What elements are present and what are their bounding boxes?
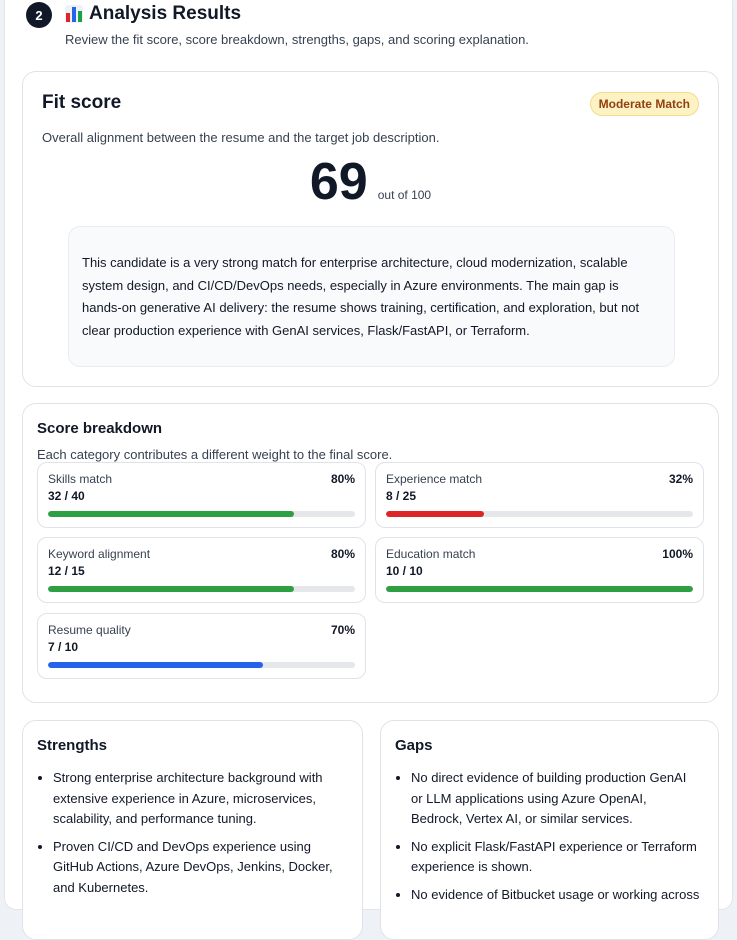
metric-percent: 32%	[668, 472, 693, 486]
score-metric-keyword-alignment: Keyword alignment 80% 12 / 15	[37, 537, 366, 603]
metric-label: Education match	[386, 547, 476, 561]
gap-item: No direct evidence of building productio…	[411, 768, 700, 830]
gap-item: No evidence of Bitbucket usage or workin…	[411, 885, 700, 906]
metric-label: Skills match	[48, 472, 113, 486]
metric-score: 7 / 10	[48, 640, 79, 654]
step-number-badge: 2	[26, 2, 52, 28]
fit-score-description: Overall alignment between the resume and…	[42, 130, 440, 145]
metric-label: Experience match	[386, 472, 483, 486]
fit-score-card: Fit score Moderate Match Overall alignme…	[22, 71, 719, 387]
progress-fill	[386, 511, 485, 517]
progress-fill	[386, 586, 693, 592]
strength-item: Proven CI/CD and DevOps experience using…	[53, 837, 344, 899]
metric-percent: 100%	[662, 547, 693, 561]
progress-track	[48, 511, 355, 517]
metric-score: 10 / 10	[386, 564, 423, 578]
match-level-badge: Moderate Match	[589, 92, 699, 116]
score-display: 69 out of 100	[23, 156, 718, 208]
score-breakdown-card: Score breakdown Each category contribute…	[22, 403, 719, 703]
gaps-list: No direct evidence of building productio…	[411, 768, 700, 912]
score-metric-experience-match: Experience match 32% 8 / 25	[375, 462, 704, 528]
score-metric-skills-match: Skills match 80% 32 / 40	[37, 462, 366, 528]
progress-fill	[48, 586, 294, 592]
section-subtitle: Review the fit score, score breakdown, s…	[65, 32, 529, 47]
progress-track	[386, 511, 693, 517]
strengths-card: Strengths Strong enterprise architecture…	[22, 720, 363, 940]
metric-score: 8 / 25	[386, 489, 417, 503]
score-breakdown-title: Score breakdown	[37, 420, 163, 437]
gap-item: No explicit Flask/FastAPI experience or …	[411, 837, 700, 878]
fit-score-summary: This candidate is a very strong match fo…	[68, 226, 675, 367]
bar-chart-icon	[65, 5, 83, 23]
strength-item: Strong enterprise architecture backgroun…	[53, 768, 344, 830]
section-title-text: Analysis Results	[89, 3, 242, 24]
metric-label: Resume quality	[48, 623, 131, 637]
score-metric-education-match: Education match 100% 10 / 10	[375, 537, 704, 603]
strengths-title: Strengths	[37, 737, 108, 754]
progress-fill	[48, 662, 263, 668]
metric-percent: 80%	[330, 547, 355, 561]
gaps-title: Gaps	[395, 737, 433, 754]
metric-score: 32 / 40	[48, 489, 85, 503]
progress-fill	[48, 511, 294, 517]
fit-score-out-of: out of 100	[377, 188, 432, 202]
fit-score-value: 69	[309, 153, 368, 211]
score-breakdown-description: Each category contributes a different we…	[37, 447, 393, 462]
metric-score: 12 / 15	[48, 564, 85, 578]
metric-percent: 70%	[330, 623, 355, 637]
progress-track	[48, 586, 355, 592]
progress-track	[48, 662, 355, 668]
section-title: Analysis Results	[65, 3, 241, 25]
score-metric-resume-quality: Resume quality 70% 7 / 10	[37, 613, 366, 679]
analysis-results-panel: 2 Analysis Results Review the fit score,…	[4, 0, 733, 940]
gaps-card: Gaps No direct evidence of building prod…	[380, 720, 719, 940]
metric-percent: 80%	[330, 472, 355, 486]
fit-score-title: Fit score	[42, 92, 122, 113]
strengths-list: Strong enterprise architecture backgroun…	[53, 768, 344, 905]
progress-track	[386, 586, 693, 592]
metric-label: Keyword alignment	[48, 547, 151, 561]
